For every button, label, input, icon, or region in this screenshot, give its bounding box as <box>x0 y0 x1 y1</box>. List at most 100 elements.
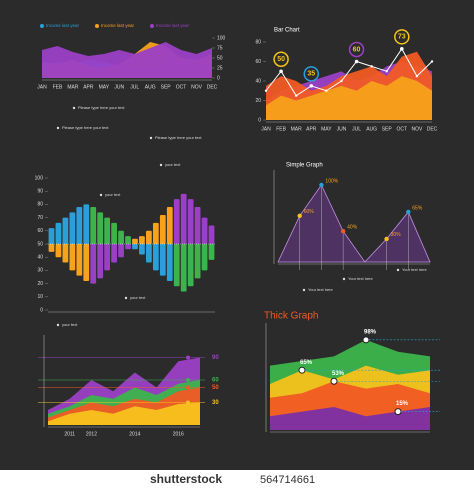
x-tick-label: JUN <box>114 84 124 90</box>
legend-label: Income last year <box>156 23 190 28</box>
point <box>297 213 302 218</box>
bar <box>173 199 180 244</box>
data-label: 15% <box>396 401 409 407</box>
point <box>340 79 343 83</box>
x-tick-label: FEB <box>53 84 63 90</box>
bar <box>83 244 90 281</box>
x-tick-label: JAN <box>37 84 47 90</box>
legend-label: Income last year <box>101 23 135 28</box>
point <box>415 74 419 78</box>
x-tick-label: OCT <box>397 126 408 132</box>
bar <box>125 244 131 250</box>
x-tick-label: OCT <box>176 84 187 90</box>
label-badge <box>303 66 320 82</box>
bar <box>194 244 201 279</box>
x-tick-label: SEP <box>382 126 393 132</box>
data-label: 53% <box>332 371 345 377</box>
bar <box>76 244 83 276</box>
bar <box>146 244 152 263</box>
label-badge <box>273 51 289 67</box>
annotation: your text <box>105 192 121 197</box>
chart-title: Bar Chart <box>274 28 300 34</box>
x-tick-label: DEC <box>207 84 218 90</box>
note-dot <box>56 323 60 327</box>
note-dot <box>342 277 346 281</box>
bar <box>62 244 69 263</box>
y-tick-label: 25 <box>217 65 223 71</box>
x-tick-label: MAR <box>67 84 79 90</box>
y-tick-label: 0 <box>258 117 261 123</box>
point <box>362 336 370 344</box>
bar <box>201 244 208 271</box>
data-label: 50 <box>277 56 285 63</box>
x-tick-label: AUG <box>145 84 156 90</box>
y-tick-label: 70 <box>37 215 43 221</box>
legend-value: 30 <box>212 400 219 406</box>
bar <box>118 244 124 258</box>
bar <box>146 230 152 244</box>
bar <box>90 244 97 284</box>
bar <box>159 244 166 276</box>
data-label: 40% <box>347 225 358 231</box>
point <box>394 408 402 416</box>
bar <box>76 207 83 244</box>
x-tick-label: JUN <box>337 126 347 132</box>
bar <box>118 230 124 244</box>
data-label: 60% <box>304 209 315 215</box>
bar <box>132 244 138 250</box>
legend-label: Income last year <box>46 23 80 28</box>
bar <box>90 207 97 244</box>
bar <box>208 225 215 244</box>
bar <box>97 212 104 244</box>
x-tick-label: 2016 <box>173 431 184 437</box>
annotation: Please type here your text <box>62 125 109 130</box>
bar <box>132 238 138 244</box>
y-tick-label: 10 <box>37 294 43 300</box>
area <box>270 407 430 430</box>
data-label: 65% <box>300 360 313 366</box>
annotation: your text <box>62 322 78 327</box>
data-label: 73 <box>398 34 406 41</box>
x-tick-label: DEC <box>427 126 438 132</box>
point <box>279 69 283 74</box>
annotation: your text <box>130 295 146 300</box>
data-label: 65% <box>412 205 423 211</box>
point <box>294 94 298 97</box>
bar <box>69 212 76 244</box>
bar <box>152 244 159 271</box>
y-tick-label: 90 <box>37 189 43 195</box>
point <box>340 229 346 234</box>
y-tick-label: 60 <box>255 59 261 65</box>
x-tick-label: APR <box>83 84 94 90</box>
y-tick-label: 50 <box>217 55 223 61</box>
point <box>325 89 328 92</box>
point <box>309 84 314 88</box>
label-badge <box>394 29 410 45</box>
y-tick-label: 80 <box>37 202 43 208</box>
bar <box>187 244 194 287</box>
point <box>384 236 389 242</box>
x-tick-label: MAR <box>291 126 303 132</box>
annotation: Your text here <box>348 276 374 281</box>
point <box>354 59 359 64</box>
point <box>298 366 306 374</box>
legend-marker <box>150 24 154 28</box>
bar <box>62 217 69 244</box>
area <box>266 76 432 120</box>
x-tick-label: 2014 <box>129 431 140 437</box>
point <box>385 70 388 73</box>
point <box>430 60 434 63</box>
bar <box>48 244 55 252</box>
bar <box>159 214 166 244</box>
y-tick-label: 80 <box>255 39 261 45</box>
footer-bar <box>0 470 474 489</box>
bar <box>201 217 208 244</box>
bar <box>187 199 194 244</box>
line <box>265 47 433 97</box>
area <box>48 402 200 425</box>
annotation: Please type here your text <box>78 105 125 110</box>
bar <box>111 222 117 244</box>
legend-value: 50 <box>212 385 219 391</box>
annotation: your text <box>165 162 181 167</box>
y-tick-label: 20 <box>37 281 43 287</box>
